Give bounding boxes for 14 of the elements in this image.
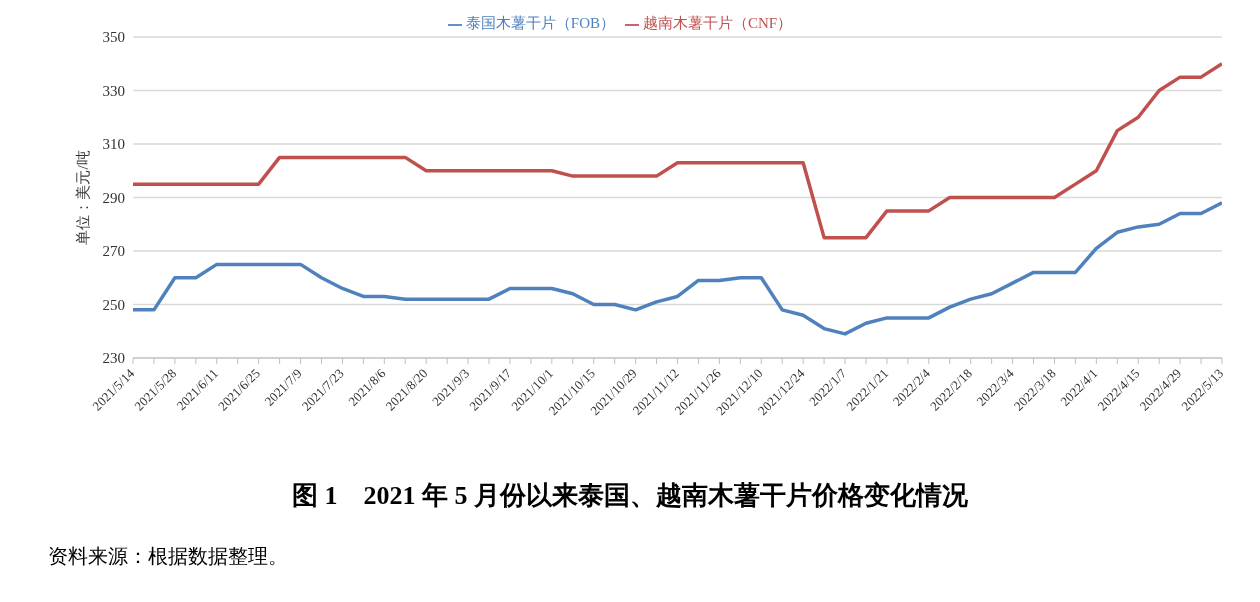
y-tick-label: 270: [102, 243, 125, 260]
legend-label: 越南木薯干片（CNF）: [643, 15, 793, 31]
line-series: [133, 62, 1222, 240]
y-tick-label: 350: [102, 29, 125, 46]
legend-label: 泰国木薯干片（FOB）: [465, 15, 615, 31]
y-tick-label: 310: [102, 136, 125, 153]
y-tick-label: 290: [102, 189, 125, 206]
text: 图 1 2021 年 5 月份以来泰国、越南木薯干片价格变化情况: [291, 480, 969, 512]
line-series: [133, 201, 1222, 336]
y-tick-label: 250: [102, 296, 125, 313]
text: 资料来源：根据数据整理。: [48, 544, 289, 569]
y-tick-label: 330: [102, 82, 125, 99]
y-axis-title: 单位：美元/吨: [75, 150, 92, 245]
y-tick-label: 230: [102, 350, 125, 367]
